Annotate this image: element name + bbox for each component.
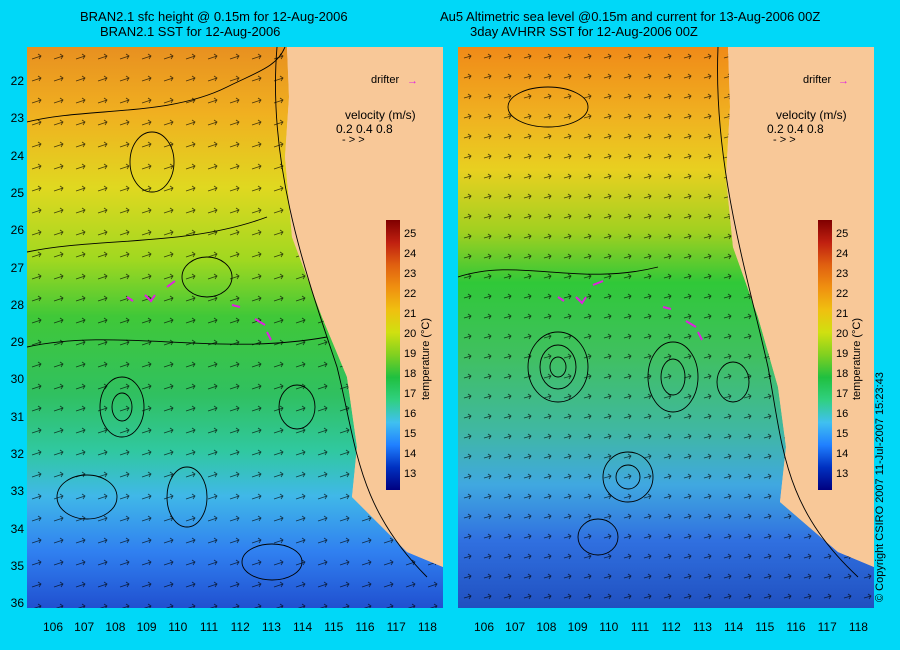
right-longitude-label: 108: [536, 620, 557, 634]
left-longitude-label: 107: [74, 620, 95, 634]
right-colorbar-title: temperature (°C): [851, 317, 863, 400]
right-map-panel: [458, 47, 874, 608]
colorbar-tick: 23: [404, 268, 417, 280]
right-velocity-scale: 0.2 0.4 0.8: [767, 122, 824, 136]
left-longitude-label: 118: [417, 620, 437, 634]
colorbar-tick: 13: [836, 468, 849, 480]
left-velocity-scale: 0.2 0.4 0.8: [336, 122, 393, 136]
colorbar-tick: 14: [836, 448, 849, 460]
left-longitude-label: 112: [230, 620, 250, 634]
latitude-label: 33: [10, 484, 24, 499]
latitude-label: 31: [10, 409, 24, 424]
colorbar-tick: 13: [404, 468, 417, 480]
left-longitude-label: 109: [136, 620, 157, 634]
right-longitude-label: 117: [817, 620, 837, 634]
left-longitude-label: 111: [199, 620, 219, 634]
latitude-label: 34: [10, 521, 24, 536]
latitude-label: 24: [10, 148, 24, 163]
colorbar-tick: 15: [836, 428, 849, 440]
right-contours: [458, 47, 859, 578]
right-map-svg: [458, 47, 874, 608]
colorbar-tick: 17: [836, 388, 849, 400]
left-colorbar: [386, 220, 400, 490]
right-drifter-label: drifter: [803, 74, 832, 86]
latitude-label: 35: [10, 558, 24, 573]
left-map-panel: [27, 47, 443, 608]
colorbar-tick: 25: [404, 228, 417, 240]
colorbar-tick: 15: [404, 428, 417, 440]
colorbar-tick: 20: [404, 328, 417, 340]
left-map-svg: [27, 47, 443, 608]
right-title-line2: 3day AVHRR SST for 12-Aug-2006 00Z: [470, 24, 698, 39]
left-longitude-label: 117: [386, 620, 406, 634]
latitude-label: 30: [10, 372, 24, 387]
colorbar-tick: 25: [836, 228, 849, 240]
latitude-label: 22: [10, 74, 24, 88]
right-longitude-label: 111: [630, 620, 650, 634]
right-drifters: [557, 280, 703, 341]
colorbar-tick: 22: [404, 288, 417, 300]
right-longitude-label: 115: [755, 620, 775, 634]
latitude-label: 25: [10, 185, 24, 200]
left-drifter-arrow-icon: →: [407, 75, 418, 87]
colorbar-tick: 22: [836, 288, 849, 300]
left-drifters: [126, 280, 272, 341]
left-longitude-label: 113: [261, 620, 281, 634]
left-longitude-label: 108: [105, 620, 126, 634]
latitude-label: 23: [10, 111, 24, 126]
right-longitude-label: 112: [661, 620, 681, 634]
left-contours: [27, 47, 428, 581]
left-sea-texture: [27, 47, 443, 608]
colorbar-tick: 21: [404, 308, 417, 320]
latitude-label: 27: [10, 260, 24, 275]
colorbar-tick: 19: [836, 348, 849, 360]
latitude-label: 29: [10, 335, 24, 350]
copyright-text: © Copyright CSIRO 2007 11-Jul-2007 15:23…: [874, 372, 886, 602]
latitude-label: 36: [10, 596, 24, 611]
left-title-line2: BRAN2.1 SST for 12-Aug-2006: [100, 24, 281, 39]
colorbar-tick: 16: [404, 408, 417, 420]
right-sea-texture: [458, 47, 874, 608]
colorbar-tick: 23: [836, 268, 849, 280]
right-longitude-label: 107: [505, 620, 526, 634]
colorbar-tick: 24: [836, 248, 849, 260]
right-colorbar: [818, 220, 832, 490]
colorbar-tick: 16: [836, 408, 849, 420]
latitude-label: 28: [10, 297, 24, 312]
left-land: [285, 47, 443, 567]
right-velocity-label: velocity (m/s): [776, 108, 847, 122]
left-colorbar-title: temperature (°C): [420, 317, 432, 400]
right-longitude-label: 118: [848, 620, 868, 634]
colorbar-tick: 17: [404, 388, 417, 400]
left-velocity-label: velocity (m/s): [345, 108, 416, 122]
left-longitude-label: 110: [168, 620, 188, 634]
colorbar-tick: 24: [404, 248, 417, 260]
left-longitude-label: 106: [42, 620, 64, 634]
right-longitude-label: 106: [473, 620, 495, 634]
colorbar-tick: 14: [404, 448, 417, 460]
colorbar-tick: 21: [836, 308, 849, 320]
right-velocity-arrows: - > >: [773, 134, 796, 146]
right-longitude-label: 116: [786, 620, 806, 634]
colorbar-tick: 19: [404, 348, 417, 360]
colorbar-tick: 18: [836, 368, 849, 380]
right-longitude-label: 110: [599, 620, 619, 634]
right-title-line1: Au5 Altimetric sea level @0.15m and curr…: [440, 9, 821, 24]
colorbar-tick: 18: [404, 368, 417, 380]
colorbar-tick: 20: [836, 328, 849, 340]
right-drifter-arrow-icon: →: [838, 75, 849, 87]
left-title-line1: BRAN2.1 sfc height @ 0.15m for 12-Aug-20…: [80, 9, 348, 24]
left-longitude-label: 116: [355, 620, 375, 634]
left-drifter-label: drifter: [371, 74, 400, 86]
right-longitude-label: 109: [567, 620, 588, 634]
latitude-label: 26: [10, 223, 24, 238]
left-longitude-label: 115: [324, 620, 344, 634]
left-longitude-label: 114: [293, 620, 313, 634]
left-velocity-arrows: - > >: [342, 134, 365, 146]
latitude-label: 32: [10, 447, 24, 461]
right-longitude-label: 113: [692, 620, 712, 634]
right-land: [726, 47, 874, 567]
right-longitude-label: 114: [724, 620, 744, 634]
